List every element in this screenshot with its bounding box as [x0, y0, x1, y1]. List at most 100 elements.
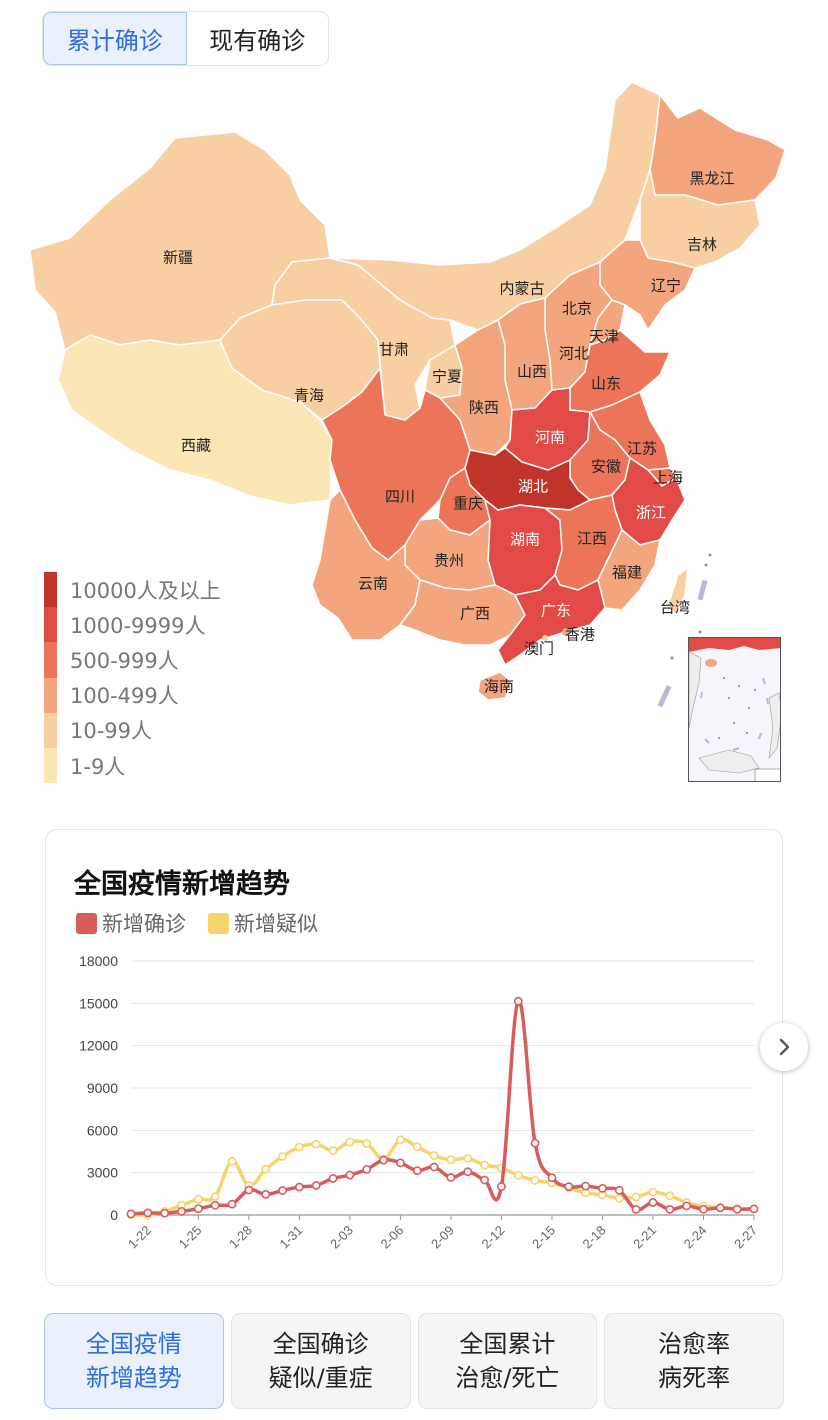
data-point: [699, 1204, 708, 1214]
label-anhui: 安徽: [590, 457, 622, 476]
x-tick-label: 2-06: [378, 1223, 407, 1252]
label-fujian: 福建: [611, 563, 643, 582]
y-tick-label: 9000: [87, 1080, 118, 1096]
label-zhejiang: 浙江: [635, 503, 667, 522]
data-point: [631, 1205, 641, 1214]
label-sichuan: 四川: [384, 487, 416, 506]
tab-label-line1: 全国累计: [459, 1330, 556, 1358]
data-point: [379, 1155, 388, 1165]
data-point: [682, 1201, 692, 1211]
data-point: [126, 1209, 136, 1219]
label-hebei: 河北: [558, 344, 590, 363]
data-point: [715, 1203, 725, 1213]
data-point: [227, 1199, 237, 1209]
trend-line-chart: 18000 15000 12000 9000 6000 3000 0 1-22 1-25 1-28…: [79, 953, 760, 1252]
data-point: [749, 1204, 759, 1214]
y-tick-label: 15000: [79, 995, 118, 1011]
label-gansu: 甘肃: [378, 340, 410, 359]
data-point: [193, 1194, 203, 1204]
data-point: [480, 1175, 489, 1185]
region-aomen[interactable]: [542, 635, 548, 641]
data-point: [648, 1187, 658, 1197]
data-point: [497, 1182, 506, 1191]
data-point: [345, 1137, 355, 1147]
x-tick-label: 2-15: [529, 1223, 558, 1252]
data-point: [210, 1200, 220, 1210]
label-shanghai: 上海: [652, 468, 684, 487]
tab-label-line1: 全国确诊: [272, 1330, 369, 1358]
data-point: [513, 1170, 523, 1180]
label-heilongjiang: 黑龙江: [689, 169, 735, 188]
data-point: [429, 1151, 439, 1160]
label-aomen: 澳门: [523, 639, 555, 658]
legend-swatch: [44, 747, 57, 784]
data-point: [547, 1173, 557, 1183]
x-tick-label: 2-09: [428, 1223, 457, 1252]
data-point: [278, 1152, 287, 1161]
region-guangxi[interactable]: [399, 579, 526, 646]
legend-item: 10-99人: [44, 712, 221, 748]
x-tick-label: 1-28: [226, 1223, 255, 1252]
region-xianggang[interactable]: [562, 628, 570, 636]
next-chart-button[interactable]: [760, 1023, 808, 1071]
data-point: [345, 1170, 355, 1180]
label-shanxi: 山西: [516, 362, 548, 381]
chevron-right-icon: [779, 1038, 790, 1056]
label-beijing: 北京: [561, 299, 593, 318]
legend-new-confirmed[interactable]: 新增确诊: [76, 908, 186, 938]
current-confirmed-tab[interactable]: 现有确诊: [186, 12, 328, 65]
data-point: [396, 1135, 405, 1145]
data-point: [631, 1192, 641, 1202]
label-hunan: 湖南: [509, 530, 541, 549]
legend-swatch: [44, 677, 57, 713]
tab-cured-dead[interactable]: 全国累计 治愈/死亡: [417, 1313, 598, 1409]
data-point: [227, 1156, 237, 1166]
tab-new-trend[interactable]: 全国疫情 新增趋势: [44, 1313, 224, 1409]
region-guangdong[interactable]: [497, 574, 606, 666]
tab-label-line1: 全国疫情: [85, 1330, 182, 1358]
label-ningxia: 宁夏: [431, 367, 463, 386]
label-guangxi: 广西: [459, 604, 491, 623]
region-fujian[interactable]: [597, 529, 661, 611]
label-shandong: 山东: [590, 374, 622, 393]
data-point: [261, 1190, 271, 1199]
legend-item: 1000-9999人: [44, 607, 221, 643]
label-guizhou: 贵州: [433, 551, 465, 570]
data-point: [530, 1138, 540, 1148]
data-point: [598, 1183, 607, 1193]
label-chongqing: 重庆: [452, 494, 484, 513]
data-point: [328, 1146, 338, 1156]
legend-new-suspected[interactable]: 新增疑似: [208, 908, 318, 938]
label-xizang: 西藏: [180, 436, 212, 455]
data-point: [463, 1154, 473, 1163]
data-point: [429, 1162, 439, 1172]
region-shaanxi[interactable]: [439, 319, 513, 456]
legend-item: 10000人及以上: [44, 572, 221, 608]
legend-swatch: [44, 607, 57, 643]
tab-label-line2: 疑似/重症: [268, 1364, 373, 1392]
label-xianggang: 香港: [564, 625, 596, 644]
tab-confirmed-suspected[interactable]: 全国确诊 疑似/重症: [230, 1313, 411, 1409]
region-taiwan[interactable]: [667, 567, 689, 616]
legend-item: 1-9人: [44, 747, 221, 784]
cumulative-confirmed-tab[interactable]: 累计确诊: [43, 12, 187, 65]
region-heilongjiang[interactable]: [631, 81, 786, 206]
tab-rates[interactable]: 治愈率 病死率: [604, 1313, 784, 1409]
data-point: [530, 1176, 540, 1185]
x-tick-label: 2-24: [681, 1223, 710, 1252]
data-point: [396, 1158, 405, 1168]
x-tick-label: 1-22: [125, 1223, 154, 1252]
x-tick-label: 2-21: [630, 1223, 659, 1252]
map-legend: 10000人及以上 1000-9999人 500-999人 100-499人 1…: [44, 572, 221, 784]
region-hainan[interactable]: [477, 671, 513, 701]
tab-label-line2: 治愈/死亡: [455, 1364, 560, 1392]
x-tick-label: 2-03: [327, 1223, 356, 1252]
data-point: [732, 1204, 742, 1214]
x-tick-label: 1-25: [175, 1223, 204, 1252]
series-line-confirmed: [130, 999, 755, 1216]
data-point: [294, 1142, 304, 1152]
data-point: [160, 1208, 170, 1218]
data-point: [328, 1174, 338, 1183]
data-point: [614, 1193, 624, 1203]
legend-swatch: [44, 712, 57, 748]
